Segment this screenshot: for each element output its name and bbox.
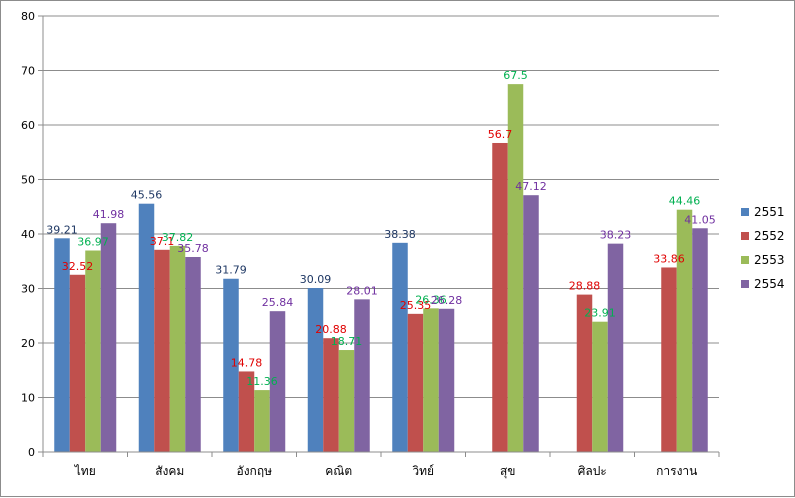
y-tick-label: 80 [21,10,35,23]
data-label: 45.56 [131,189,163,202]
data-label: 30.09 [300,273,332,286]
y-tick-label: 60 [21,119,35,132]
bar-2554-5 [523,195,539,453]
data-label: 18.71 [331,335,363,348]
data-label: 11.36 [246,375,278,388]
y-axis: 0 10 20 30 40 50 60 70 80 [21,10,44,459]
data-label: 26.36 [415,293,447,306]
data-label: 35.78 [177,242,209,255]
data-label: 26.28 [431,294,463,307]
bar-2554-2 [269,311,286,452]
data-label: 28.88 [569,280,601,293]
data-label: 37.1 [150,235,175,248]
data-label: 47.12 [515,180,547,193]
data-label: 38.23 [600,229,632,242]
legend-swatch [741,280,749,288]
x-category-label: ศิลปะ [578,464,607,478]
data-label: 41.05 [684,213,716,226]
data-label: 38.38 [384,228,416,241]
data-label: 36.97 [77,236,109,249]
data-labels: 39.21 45.56 31.79 30.09 38.38 32.52 37.1 14.78 2… [46,69,716,388]
bar-2553-4 [423,308,439,452]
data-label: 44.46 [669,195,701,208]
data-label: 41.98 [93,208,125,221]
legend-swatch [741,256,749,264]
y-tick-label: 0 [28,446,35,459]
legend-label: 2554 [754,277,785,291]
legend-label: 2553 [754,253,785,267]
data-label: 31.79 [215,264,247,277]
bar-2554-1 [185,256,201,452]
bar-2552-7 [661,267,677,452]
x-category-label: คณิต [325,464,352,478]
bar-2552-4 [407,313,424,452]
bar-2554-4 [438,308,455,452]
y-tick-label: 70 [21,65,35,78]
data-label: 23.91 [584,307,616,320]
bar-2554-0 [100,223,117,452]
bar-2553-6 [592,321,608,452]
data-label: 32.52 [62,260,94,273]
bar-2554-7 [692,228,708,452]
bar-2553-1 [169,245,186,452]
data-label: 25.84 [262,296,294,309]
bar-2552-2 [238,371,255,452]
x-axis: ไทย สังคม อังกฤษ คณิต วิทย์ สุข ศิลปะ การงาน [42,451,720,479]
bar-2553-7 [676,209,693,452]
x-category-label: การงาน [656,464,697,478]
x-category-label: วิทย์ [412,464,434,478]
data-label: 67.5 [503,69,528,82]
y-tick-label: 50 [21,174,35,187]
data-label: 39.21 [46,223,78,236]
legend-label: 2552 [754,229,785,243]
bar-2553-2 [254,390,270,452]
y-tick-label: 20 [21,337,35,350]
data-label: 33.86 [653,252,685,265]
bar-2551-4 [392,242,408,452]
y-tick-label: 30 [21,283,35,296]
bar-2551-2 [223,278,239,452]
data-label: 14.78 [231,356,263,369]
bar-2552-6 [576,294,593,452]
data-label: 25.35 [400,299,432,312]
x-category-label: สุข [500,464,516,479]
x-category-label: สังคม [155,464,184,478]
bar-2552-0 [69,274,86,452]
data-label: 28.01 [346,284,378,297]
bar-2554-6 [607,243,624,452]
bar-2552-5 [492,142,508,453]
bar-2551-3 [307,288,324,452]
data-label: 37.82 [162,231,194,244]
bar-2553-5 [507,84,524,452]
y-tick-label: 40 [21,228,35,241]
y-tick-label: 10 [21,392,35,405]
bar-2554-3 [354,299,370,452]
x-category-label: ไทย [74,464,96,478]
bar-2551-0 [54,238,70,452]
bar-2552-1 [154,249,170,452]
legend-swatch [741,232,749,240]
bars [54,84,708,453]
x-category-label: อังกฤษ [236,464,272,478]
data-label: 56.7 [488,128,513,141]
legend: 2551 2552 2553 2554 [741,205,785,291]
bar-2553-0 [85,250,101,452]
legend-label: 2551 [754,205,785,219]
bar-2551-1 [138,203,155,452]
legend-swatch [741,208,749,216]
bar-2552-3 [323,338,339,452]
data-label: 20.88 [315,323,347,336]
bar-2553-3 [338,350,355,452]
